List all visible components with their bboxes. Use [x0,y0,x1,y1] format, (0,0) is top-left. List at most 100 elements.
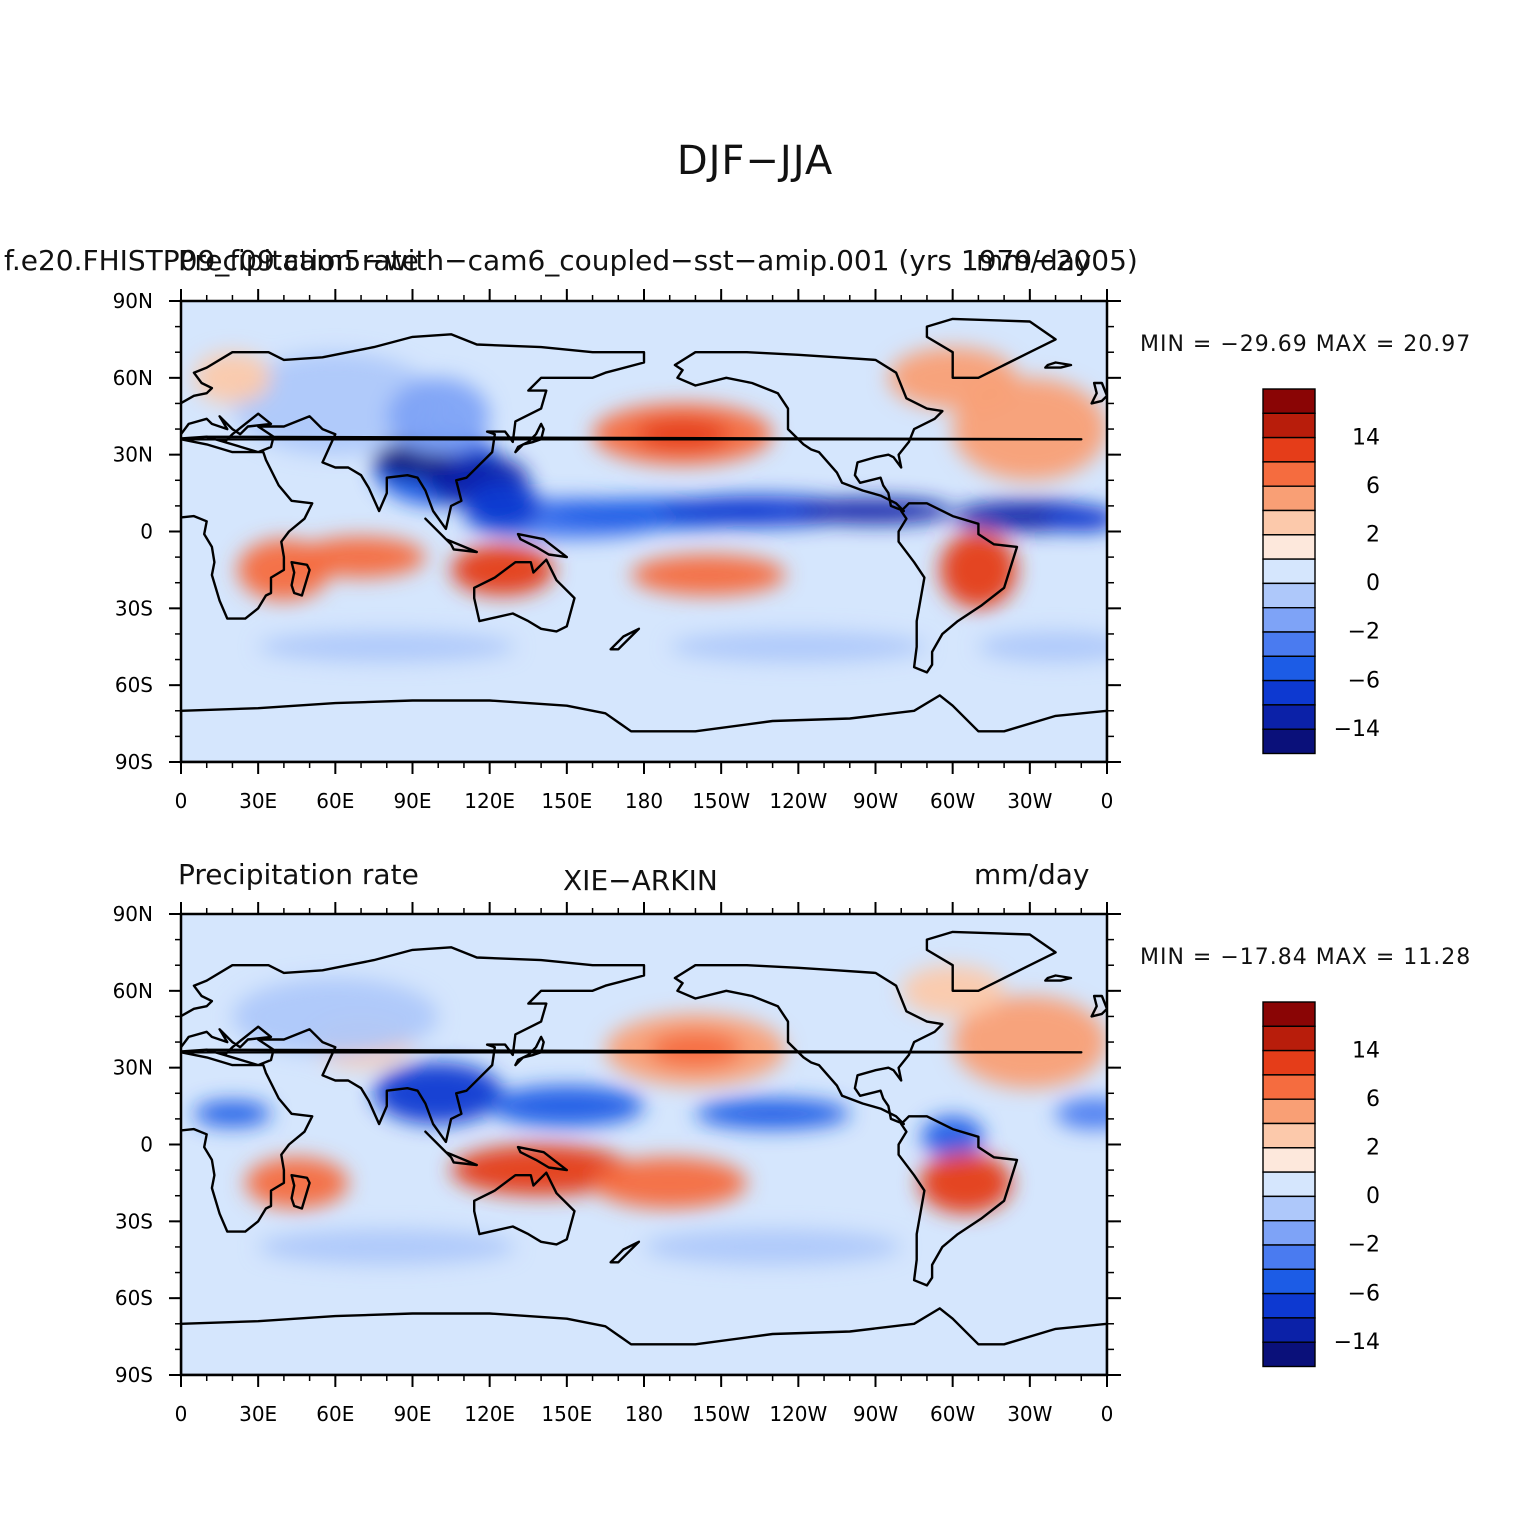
coastline [1090,381,1107,405]
panel1-units-label: mm/day [976,244,1092,277]
colorbar-label: −2 [1348,620,1380,645]
colorbar-label: −14 [1334,1330,1380,1355]
colorbar-swatch [1262,461,1316,487]
y-tick-label: 60N [113,366,153,390]
field-patch [919,1152,1012,1214]
colorbar-swatch [1262,1195,1316,1222]
y-tick-label: 60S [115,1286,153,1310]
field-patch [232,978,439,1055]
colorbar-swatch [1262,1001,1316,1027]
colorbar-swatch [1262,1074,1316,1100]
field-patch [798,498,953,524]
colorbar-swatch [1262,1098,1316,1125]
x-tick-label: 180 [625,789,663,813]
colorbar-swatch [1262,509,1316,536]
coastline [897,502,1019,674]
x-tick-label: 60W [930,1402,975,1426]
coastline [181,946,1083,1233]
field-patch [489,1085,644,1127]
x-tick-label: 30E [239,789,277,813]
y-tick-label: 0 [140,520,153,544]
page-title: DJF−JJA [676,138,834,184]
colorbar-label: 14 [1352,425,1380,450]
coastline [897,1115,1019,1287]
coastline [181,694,1107,762]
coastline [1090,994,1107,1018]
field-patch [592,1157,747,1209]
coastline [514,1035,545,1067]
field-patch [451,544,554,596]
field-patch [296,536,426,578]
colorbar-label: −6 [1348,1281,1380,1306]
x-tick-label: 60W [930,789,975,813]
field-patch [386,377,490,455]
colorbar-label: 0 [1366,571,1380,596]
coastline [424,517,478,554]
colorbar-label: 2 [1366,523,1380,548]
colorbar-swatch [1262,1171,1316,1198]
field-patch [669,631,927,663]
panel2-units-label: mm/day [974,858,1090,891]
coastline [673,964,944,1126]
coastline [609,627,641,651]
colorbar-swatch [1262,1219,1316,1246]
x-tick-label: 150W [692,1402,750,1426]
colorbar-label: 2 [1366,1136,1380,1161]
y-tick-label: 30N [113,443,153,467]
colorbar-swatch [1262,412,1316,439]
coastlines [181,317,1107,762]
colorbar-label: −2 [1348,1233,1380,1258]
field-patch [1042,505,1107,532]
colorbar-swatch [1262,1049,1316,1076]
coastline [181,1307,1107,1375]
y-tick-label: 90S [115,750,153,774]
x-tick-label: 0 [1101,789,1114,813]
panel2-variable-label: Precipitation rate [178,858,419,891]
y-tick-label: 30S [115,596,153,620]
colorbar-2: 14 6 2 0 −2 −6 −14 [1262,1001,1380,1368]
panel2-min-max: MIN = −17.84 MAX = 11.28 [1140,945,1472,970]
y-tick-label: 90S [115,1363,153,1387]
field-patch [463,480,542,532]
x-tick-label: 180 [625,1402,663,1426]
coastline [473,1171,576,1246]
colorbar-swatch [1262,704,1316,730]
coastline [181,333,1083,620]
x-tick-label: 0 [175,1402,188,1426]
field-patch [644,1229,902,1265]
x-tick-label: 90E [393,789,431,813]
field-patch [952,995,1107,1089]
coastline [516,1145,568,1172]
x-tick-label: 120E [464,789,515,813]
field-patch [636,418,729,450]
field-patch [656,495,863,527]
colorbar-label: 6 [1366,1087,1380,1112]
coastline [424,1130,478,1167]
x-tick-label: 150E [541,789,592,813]
coastline [290,1173,311,1210]
panel1-case-label: f.e20.FHISTP09_f09.cam5−with−cam6_couple… [4,244,1138,277]
x-tick-label: 90W [853,1402,898,1426]
x-tick-label: 120W [769,789,827,813]
colorbar-swatch [1262,1268,1316,1295]
y-tick-label: 60N [113,979,153,1003]
colorbar-swatch [1262,631,1316,657]
x-tick-label: 60E [316,1402,354,1426]
x-tick-label: 30W [1007,1402,1052,1426]
colorbar-swatch [1262,655,1316,682]
field-patch [451,1144,632,1196]
x-tick-label: 30W [1007,789,1052,813]
colorbar-swatch [1262,1025,1316,1052]
x-tick-label: 90E [393,1402,431,1426]
field-patch [258,1229,516,1265]
colorbar-swatch [1262,436,1316,463]
panel1-variable-label: Precipitation rate [178,244,419,277]
colorbar-swatch [1262,582,1316,609]
coastline [925,317,1057,379]
colorbar-swatch [1262,1341,1316,1368]
field-patch [258,631,516,663]
colorbar-swatch [1262,558,1316,585]
field-patch [193,352,272,404]
x-tick-label: 150W [692,789,750,813]
field-patch [193,1100,272,1127]
